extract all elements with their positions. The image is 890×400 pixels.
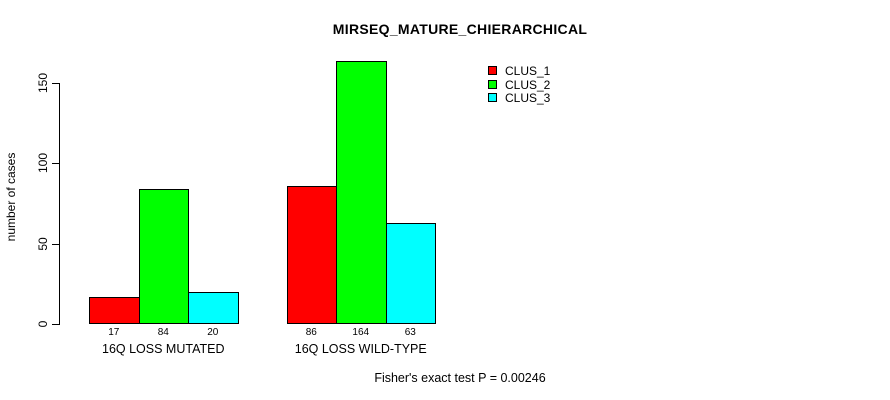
- y-axis-tick-label: 0: [36, 320, 50, 328]
- bar-clus_2-2: [336, 60, 387, 324]
- bar-clus_1-2: [286, 185, 337, 324]
- category-label: 16Q LOSS WILD-TYPE: [294, 342, 427, 356]
- legend-label-clus_2: CLUS_2: [505, 77, 551, 92]
- legend-label-clus_1: CLUS_1: [505, 64, 551, 78]
- y-axis-tick-label: 150: [36, 72, 50, 94]
- fisher-test-annotation: Fisher's exact test P = 0.00246: [374, 371, 546, 385]
- y-axis-line: [59, 83, 60, 324]
- bar-value-label: 63: [404, 327, 416, 338]
- y-axis-tick-label: 100: [36, 153, 50, 174]
- y-axis-tick: [52, 163, 60, 165]
- legend-swatch-clus_1: [488, 66, 497, 75]
- bar-value-label: 20: [207, 327, 219, 338]
- bar-value-label: 164: [352, 327, 370, 338]
- bar-clus_2-1: [138, 189, 189, 324]
- legend-swatch-clus_3: [488, 93, 497, 102]
- y-axis-tick-label: 50: [36, 236, 50, 251]
- bar-clus_1-1: [89, 296, 140, 324]
- bar-value-label: 84: [157, 327, 169, 338]
- bar-value-label: 17: [108, 327, 120, 338]
- legend-label-clus_3: CLUS_3: [505, 91, 551, 105]
- y-axis-label: number of cases: [4, 152, 18, 242]
- bar-value-label: 86: [305, 327, 317, 338]
- bar-clus_3-1: [188, 291, 239, 324]
- category-label: 16Q LOSS MUTATED: [102, 342, 225, 356]
- chart-title: MIRSEQ_MATURE_CHIERARCHICAL: [332, 21, 588, 37]
- y-axis-tick: [52, 243, 60, 245]
- legend-swatch-clus_2: [488, 79, 497, 89]
- y-axis-tick: [52, 324, 60, 325]
- y-axis-tick: [52, 83, 60, 84]
- bar-clus_3-2: [385, 222, 436, 324]
